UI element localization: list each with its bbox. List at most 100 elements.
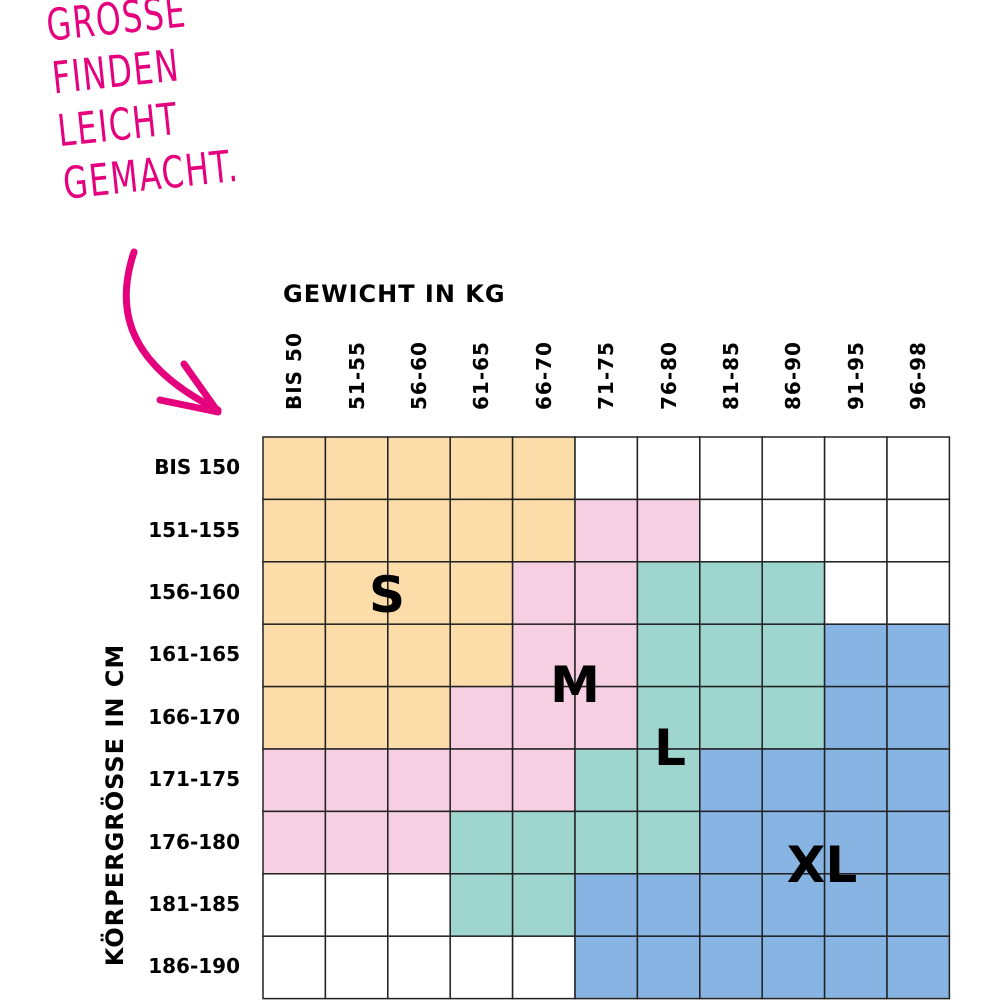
row-header: 156-160 [148,580,240,604]
cell-L [699,685,763,750]
cell-XL [761,748,826,813]
cell-S [262,685,327,750]
cell-S [387,685,451,750]
cell-S [262,498,327,563]
cell-S [262,623,327,688]
cell-XL [699,873,763,937]
row-header: BIS 150 [154,455,240,480]
cell-XL [574,873,639,937]
cell-L [636,685,701,750]
cell-L [761,561,826,625]
cell-L [761,685,826,750]
cell-S [324,623,389,688]
cell-L [449,873,514,937]
cell-L [761,623,826,688]
cell-S [387,561,451,625]
cell-S [449,498,514,563]
cell-S [262,436,327,501]
cell-M [449,748,514,813]
cell-L [636,561,701,625]
cell-XL [699,810,763,875]
cell-M [449,685,514,750]
row-header: 186-190 [148,954,240,979]
cell-S [387,623,451,688]
cell-none [886,498,951,563]
cell-XL [574,935,639,1000]
row-header: 176-180 [148,829,240,854]
cell-M [387,810,451,875]
cell-XL [886,873,951,937]
cell-S [324,436,389,501]
size-label-s: S [368,566,406,624]
cell-XL [761,935,826,1000]
cell-none [262,935,327,1000]
cell-none [823,561,888,625]
cell-none [823,498,888,563]
cell-L [511,810,576,875]
cell-none [636,436,701,501]
cell-XL [886,623,951,688]
cell-M [574,561,639,625]
cell-XL [699,935,763,1000]
cell-M [262,748,327,813]
size-label-l: L [654,719,686,777]
cell-none [262,873,327,937]
cell-XL [886,685,951,750]
size-label-m: M [550,656,600,714]
cell-M [511,748,576,813]
cell-XL [886,935,951,1000]
cell-none [699,498,763,563]
cell-XL [823,935,888,1000]
cell-XL [823,873,888,937]
cell-M [262,810,327,875]
cell-XL [886,748,951,813]
row-header: 161-165 [148,642,240,667]
cell-S [449,623,514,688]
cell-S [449,561,514,625]
x-axis-title: GEWICHT IN KG [283,280,506,308]
cell-none [511,935,576,1000]
cell-M [387,748,451,813]
cell-S [387,436,451,501]
cell-M [511,685,576,750]
cell-M [636,498,701,563]
cell-XL [823,685,888,750]
cell-S [262,561,327,625]
cell-XL [636,873,701,937]
cell-none [449,935,514,1000]
cell-S [324,561,389,625]
cell-none [761,436,826,501]
cell-L [449,810,514,875]
cell-none [886,561,951,625]
size-label-xl: XL [786,836,858,894]
cell-none [324,935,389,1000]
cell-S [511,436,576,501]
cell-L [574,748,639,813]
cell-XL [823,623,888,688]
cell-XL [636,935,701,1000]
cell-L [636,748,701,813]
cell-XL [823,748,888,813]
cell-L [574,810,639,875]
cell-L [636,810,701,875]
row-header: 166-170 [148,704,240,729]
cell-none [387,873,451,937]
cell-L [636,623,701,688]
cell-XL [886,810,951,875]
row-header: 151-155 [148,517,240,542]
cell-XL [699,748,763,813]
cell-L [699,561,763,625]
cell-none [699,436,763,501]
curved-arrow-icon [122,248,222,416]
cell-none [324,873,389,937]
cell-S [511,498,576,563]
cell-M [511,561,576,625]
cell-M [324,748,389,813]
cell-none [886,436,951,501]
cell-none [823,436,888,501]
row-header: 181-185 [148,892,240,916]
cell-S [324,498,389,563]
cell-L [699,623,763,688]
cell-M [324,810,389,875]
